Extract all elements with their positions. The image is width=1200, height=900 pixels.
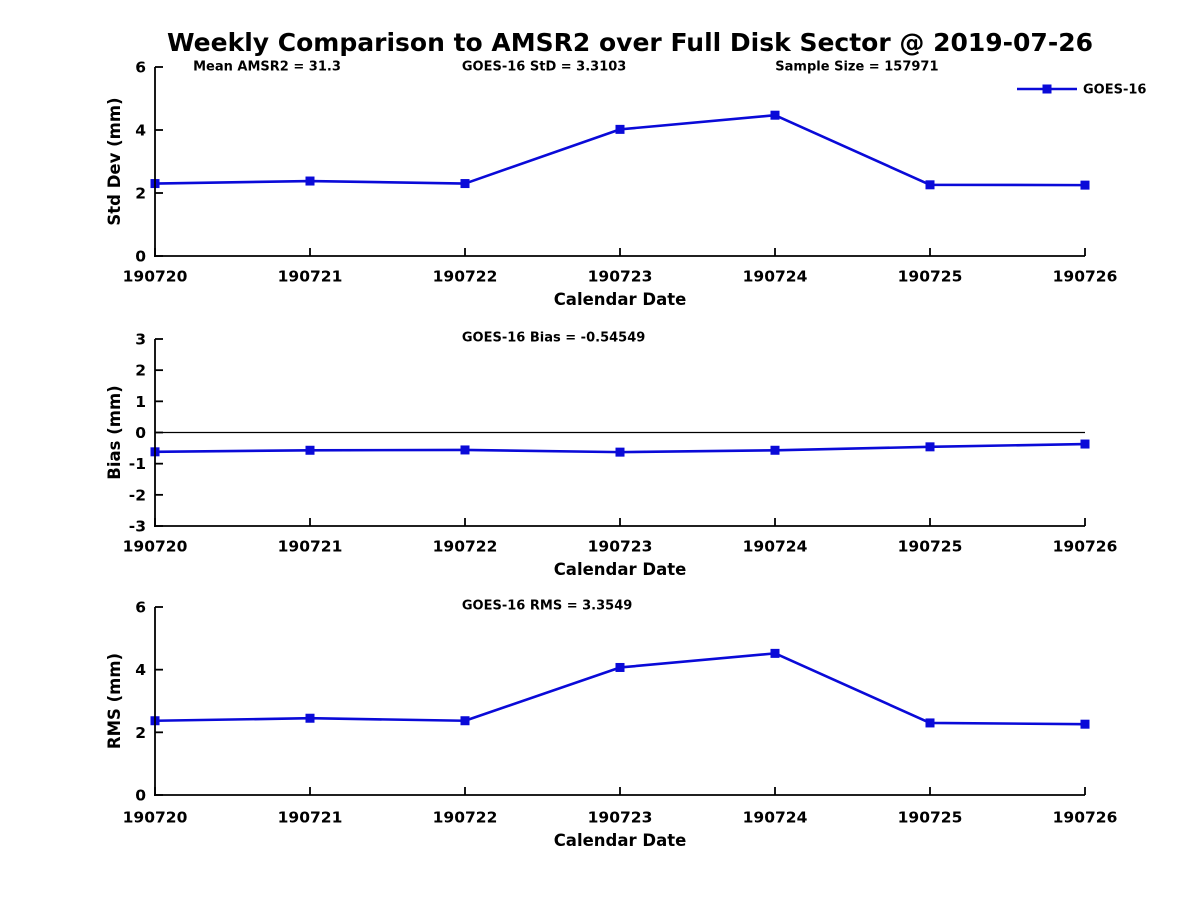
data-point-marker <box>770 648 780 658</box>
data-point-marker <box>460 445 470 455</box>
data-point-marker <box>305 176 315 186</box>
x-tick-label: 190720 <box>123 809 188 827</box>
x-tick-label: 190722 <box>433 809 498 827</box>
panel-std-dev: 0 2 4 6 190720 190721 190722 190723 190724 190725… <box>105 59 1146 310</box>
x-tick-label: 190726 <box>1053 268 1118 286</box>
annotation: Sample Size = 157971 <box>775 60 938 75</box>
legend-marker <box>1042 84 1052 94</box>
panel-rms: 0 2 4 6 190720 190721 190722 190723 190724 190725… <box>105 599 1117 851</box>
x-tick-label: 190725 <box>898 268 963 286</box>
data-point-marker <box>615 124 625 134</box>
x-tick-label: 190724 <box>743 268 808 286</box>
data-point-marker <box>460 716 470 726</box>
data-point-marker <box>1080 180 1090 190</box>
data-point-marker <box>615 447 625 457</box>
x-tick-label: 190720 <box>123 538 188 556</box>
x-axis-label: Calendar Date <box>554 831 687 850</box>
data-point-marker <box>305 445 315 455</box>
data-point-marker <box>1080 719 1090 729</box>
data-point-marker <box>770 445 780 455</box>
data-point-marker <box>1080 439 1090 449</box>
data-point-marker <box>770 110 780 120</box>
annotation: GOES-16 RMS = 3.3549 <box>462 599 632 614</box>
y-tick-label: 4 <box>135 122 146 140</box>
y-tick-label: 1 <box>135 393 146 411</box>
panel-bias: -3 -2 -1 0 1 2 3 190720 190721 190722 190723 190724… <box>105 331 1117 580</box>
y-tick-label: 0 <box>135 787 146 805</box>
x-tick-label: 190722 <box>433 538 498 556</box>
x-tick-label: 190725 <box>898 809 963 827</box>
x-tick-label: 190721 <box>278 268 343 286</box>
data-point-marker <box>925 442 935 452</box>
data-point-marker <box>460 179 470 189</box>
y-tick-label: 2 <box>135 362 146 380</box>
x-tick-label: 190722 <box>433 268 498 286</box>
data-point-marker <box>925 180 935 190</box>
figure-title: Weekly Comparison to AMSR2 over Full Dis… <box>166 28 1093 57</box>
data-point-marker <box>305 713 315 723</box>
y-tick-label: 3 <box>135 331 146 349</box>
x-tick-label: 190723 <box>588 809 653 827</box>
x-tick-label: 190726 <box>1053 809 1118 827</box>
legend-label: GOES-16 <box>1083 83 1146 98</box>
y-axis-label: Bias (mm) <box>105 385 124 479</box>
x-tick-label: 190723 <box>588 538 653 556</box>
legend: GOES-16 <box>1017 83 1146 98</box>
y-tick-label: 0 <box>135 248 146 266</box>
y-tick-label: 6 <box>135 599 146 617</box>
x-tick-label: 190721 <box>278 809 343 827</box>
y-tick-label: 2 <box>135 724 146 742</box>
x-axis-label: Calendar Date <box>554 290 687 309</box>
y-tick-label: -2 <box>129 486 146 504</box>
y-tick-label: -1 <box>129 455 146 473</box>
data-point-marker <box>615 662 625 672</box>
y-axis-label: RMS (mm) <box>105 653 124 749</box>
annotation: Mean AMSR2 = 31.3 <box>193 60 341 75</box>
annotation: GOES-16 Bias = -0.54549 <box>462 331 645 346</box>
y-tick-label: 0 <box>135 424 146 442</box>
x-tick-label: 190725 <box>898 538 963 556</box>
x-tick-label: 190724 <box>743 809 808 827</box>
data-point-marker <box>925 718 935 728</box>
annotation: GOES-16 StD = 3.3103 <box>462 60 626 75</box>
x-tick-label: 190726 <box>1053 538 1118 556</box>
y-tick-label: 4 <box>135 661 146 679</box>
x-tick-label: 190723 <box>588 268 653 286</box>
y-tick-label: -3 <box>129 518 146 536</box>
y-tick-label: 6 <box>135 59 146 77</box>
x-axis-label: Calendar Date <box>554 560 687 579</box>
y-tick-label: 2 <box>135 185 146 203</box>
x-tick-label: 190720 <box>123 268 188 286</box>
y-axis-label: Std Dev (mm) <box>105 97 124 225</box>
x-tick-label: 190724 <box>743 538 808 556</box>
x-tick-label: 190721 <box>278 538 343 556</box>
